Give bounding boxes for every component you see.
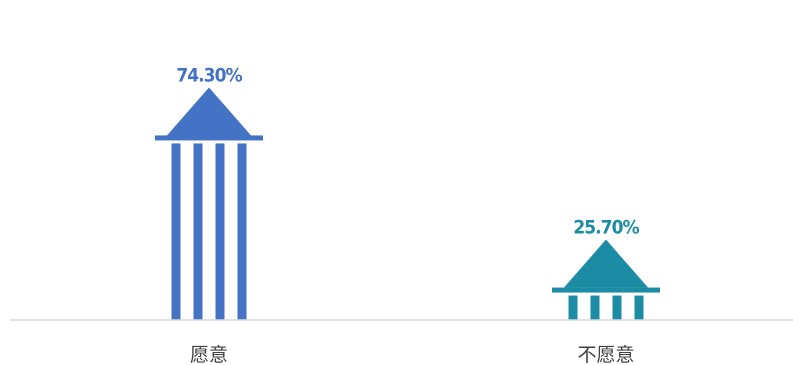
bar-column — [215, 143, 225, 320]
bar-column — [590, 295, 600, 320]
labels-layer: 74.30% 愿意 25.70% 不愿意 — [176, 64, 640, 365]
bar-column — [193, 143, 203, 320]
bar-roof — [167, 87, 251, 136]
category-label: 愿意 — [190, 344, 228, 365]
bar-column — [612, 295, 622, 320]
bar-roof — [564, 239, 648, 288]
bar-column — [237, 143, 247, 320]
bar-cap — [155, 135, 263, 141]
bar-column — [634, 295, 644, 320]
bar-column — [171, 143, 181, 320]
data-label: 74.30% — [176, 64, 242, 86]
data-label: 25.70% — [573, 217, 639, 239]
bar-willing — [155, 87, 263, 320]
category-label: 不愿意 — [577, 344, 634, 365]
bars-layer — [155, 87, 660, 320]
bar-column — [568, 295, 578, 320]
bar-cap — [552, 287, 660, 293]
bar-unwilling — [552, 239, 660, 320]
